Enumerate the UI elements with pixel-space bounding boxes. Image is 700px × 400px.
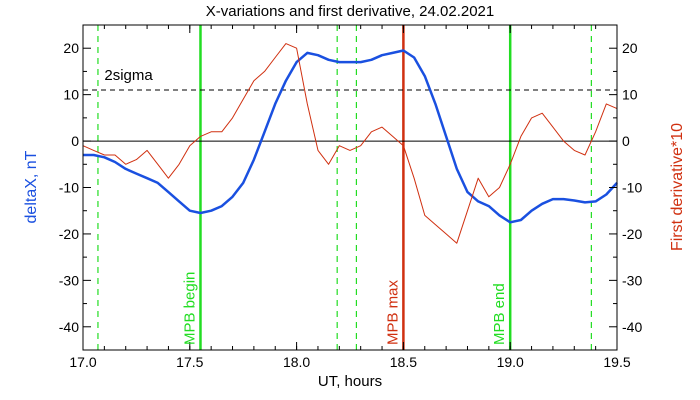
x-tick-label-3: 18.5: [390, 354, 417, 370]
y-tick-label-left-4: -20: [59, 226, 79, 242]
y-tick-label-left-6: -40: [59, 319, 79, 335]
y-tick-label-right-1: 10: [622, 87, 638, 103]
x-tick-label-1: 17.5: [176, 354, 203, 370]
series-layer: [82, 43, 618, 244]
ticks-layer: [82, 24, 618, 351]
reference-layer: [83, 89, 617, 142]
series-derivative: [82, 43, 618, 244]
y-tick-label-right-0: 20: [622, 40, 638, 56]
y-tick-label-right-4: -20: [622, 226, 642, 242]
y-tick-label-right-6: -40: [622, 319, 642, 335]
x-axis-label: UT, hours: [318, 373, 382, 390]
marker-label-4: MPB max: [384, 279, 401, 345]
y-axis-label-left: deltaX, nT: [23, 150, 40, 223]
y-axis-label-right: First derivative*10: [669, 123, 686, 251]
y-tick-label-left-0: 20: [63, 40, 79, 56]
x-tick-label-0: 17.0: [69, 354, 96, 370]
y-tick-label-right-3: -10: [622, 180, 642, 196]
y-tick-label-left-2: 0: [71, 133, 79, 149]
x-tick-label-2: 18.0: [283, 354, 310, 370]
marker-label-5: MPB end: [491, 283, 508, 345]
series-deltaX: [83, 49, 618, 224]
y-tick-label-left-5: -30: [59, 272, 79, 288]
markers-layer: [97, 25, 592, 350]
y-tick-label-right-2: 0: [622, 133, 630, 149]
labels-layer: MPB begin MPB max MPB end 2sigma 17.0 17.5 18.…: [59, 40, 643, 370]
x-tick-label-5: 19.5: [603, 354, 630, 370]
y-tick-label-right-5: -30: [622, 272, 642, 288]
chart-title: X-variations and first derivative, 24.02…: [206, 3, 495, 20]
y-tick-label-left-1: 10: [63, 87, 79, 103]
x-tick-label-4: 19.0: [497, 354, 524, 370]
threshold-label: 2sigma: [104, 67, 153, 84]
marker-label-1: MPB begin: [181, 272, 198, 345]
y-tick-label-left-3: -10: [59, 180, 79, 196]
